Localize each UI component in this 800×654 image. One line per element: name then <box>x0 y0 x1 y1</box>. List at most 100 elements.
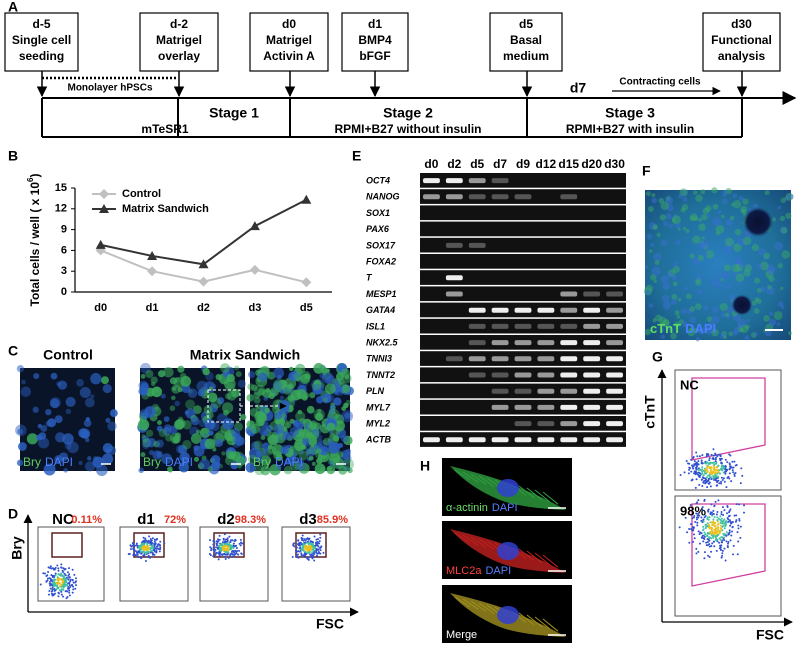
event-dot <box>690 458 693 461</box>
band <box>606 323 623 329</box>
band <box>514 356 532 362</box>
event-dot <box>233 551 236 554</box>
event-dot <box>717 464 720 467</box>
event-dot <box>62 588 65 591</box>
event-dot <box>712 471 715 474</box>
cell <box>324 383 336 395</box>
cell <box>756 298 762 304</box>
event-dot <box>698 514 701 517</box>
band <box>491 356 509 362</box>
event-dot <box>695 516 698 519</box>
band <box>514 372 532 378</box>
cell <box>78 428 89 439</box>
event-dot <box>47 571 50 574</box>
event-dot <box>150 550 153 553</box>
y-tick-label: 6 <box>61 244 67 256</box>
event-dot <box>63 581 66 584</box>
cell <box>139 387 148 396</box>
band <box>491 323 509 329</box>
event-dot <box>298 544 301 547</box>
gene-label: GATA4 <box>366 305 395 315</box>
cell <box>305 446 316 457</box>
cell <box>313 422 322 430</box>
band <box>537 323 555 329</box>
cell <box>245 462 256 473</box>
event-dot <box>743 504 746 507</box>
event-dot <box>701 506 704 509</box>
event-dot <box>737 540 740 543</box>
fiber <box>526 487 543 501</box>
event-dot <box>67 567 70 570</box>
medium-label: RPMI+B27 with insulin <box>566 122 694 136</box>
event-dot <box>733 514 736 517</box>
cell <box>725 187 732 195</box>
event-dot <box>720 511 723 514</box>
gene-label: ISL1 <box>366 321 385 331</box>
event-dot <box>147 545 150 548</box>
event-dot <box>692 456 695 459</box>
event-dot <box>212 555 215 558</box>
band <box>445 437 463 443</box>
event-dot <box>220 543 223 546</box>
cell <box>720 272 729 280</box>
event-dot <box>715 479 718 482</box>
cell <box>341 384 351 394</box>
event-dot <box>229 547 232 550</box>
cell <box>751 243 760 252</box>
step-text: Functional <box>711 33 772 47</box>
percent-label: 85.9% <box>317 514 348 526</box>
cell <box>308 455 314 461</box>
step-box <box>702 12 781 72</box>
event-dot <box>720 556 723 559</box>
cell <box>672 281 678 287</box>
cell <box>313 363 325 374</box>
event-dot <box>728 531 731 534</box>
fiber <box>542 491 559 505</box>
event-dot <box>316 552 319 555</box>
event-dot <box>315 543 318 546</box>
cell <box>163 366 174 378</box>
event-dot <box>292 543 295 546</box>
event-dot <box>724 468 727 471</box>
event-dot <box>736 553 739 556</box>
event-dot <box>734 520 737 523</box>
cell <box>648 206 655 213</box>
event-dot <box>736 531 739 534</box>
event-dot <box>319 547 322 550</box>
cell <box>754 277 761 284</box>
cell <box>177 365 185 373</box>
event-dot <box>308 551 311 554</box>
cell <box>757 247 766 256</box>
event-dot <box>308 537 311 540</box>
event-dot <box>63 583 66 586</box>
event-dot <box>731 530 734 533</box>
band <box>514 437 532 443</box>
event-dot <box>140 546 143 549</box>
event-dot <box>233 545 236 548</box>
cell <box>705 249 715 259</box>
event-dot <box>68 576 71 579</box>
cell <box>50 372 58 380</box>
cell <box>698 241 706 249</box>
event-dot <box>66 587 69 590</box>
cell <box>670 298 678 305</box>
event-dot <box>218 554 221 557</box>
band <box>514 340 532 346</box>
cell <box>237 379 246 388</box>
band <box>491 404 509 410</box>
event-dot <box>718 457 721 460</box>
band <box>537 388 555 394</box>
cell <box>711 328 719 337</box>
fiber <box>534 489 551 503</box>
event-dot <box>319 549 322 552</box>
gene-label: T <box>366 273 373 283</box>
event-dot <box>49 578 52 581</box>
event-dot <box>693 533 696 536</box>
event-dot <box>147 554 150 557</box>
event-dot <box>50 574 53 577</box>
cell <box>260 435 266 440</box>
event-dot <box>697 512 700 515</box>
cell <box>90 394 95 399</box>
panel-label: E <box>352 148 361 164</box>
event-dot <box>304 539 307 542</box>
